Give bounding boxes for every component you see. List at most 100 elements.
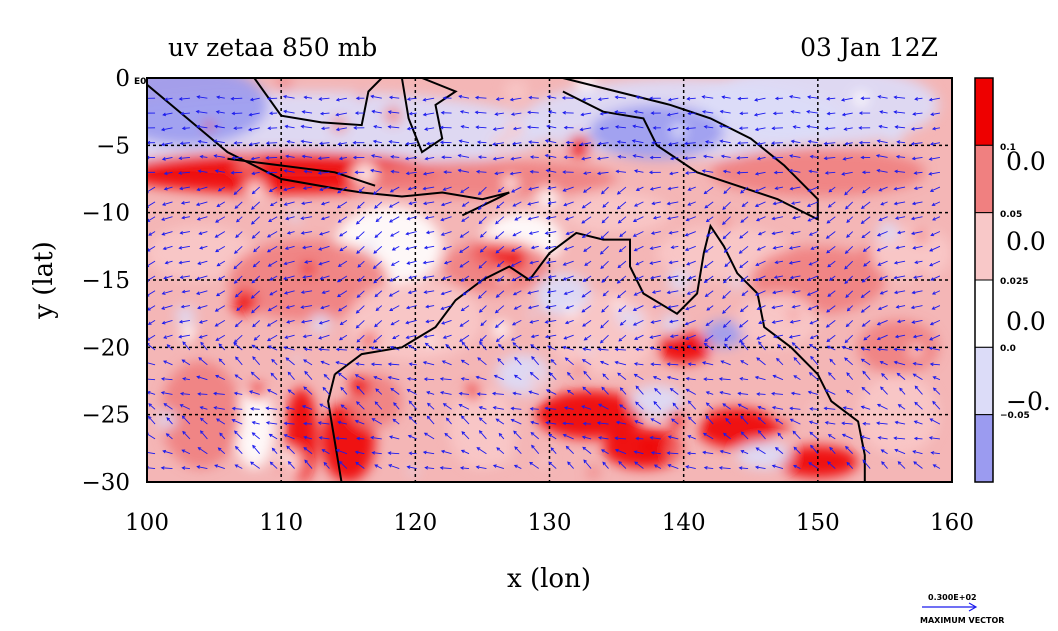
wind-vector [704, 245, 714, 253]
wind-vector-head [320, 360, 325, 365]
wind-vector-head [215, 248, 219, 253]
wind-vector-head [650, 320, 655, 324]
vorticity-speckle [529, 373, 545, 389]
wind-vector-head [581, 435, 586, 440]
wind-vector-head [773, 170, 778, 175]
wind-vector [218, 343, 226, 351]
wind-vector-head [860, 294, 865, 298]
wind-vector [218, 275, 226, 281]
wind-vector-head [320, 126, 325, 131]
wind-vector [497, 260, 505, 267]
wind-vector-head [772, 334, 777, 339]
wind-vector-head [650, 451, 655, 455]
wind-vector [861, 201, 871, 209]
wind-vector [492, 142, 504, 145]
wind-vector [285, 216, 295, 220]
wind-vector [461, 216, 470, 222]
wind-vector-head [876, 421, 880, 425]
wind-vector-head [406, 216, 411, 221]
wind-vector-head [181, 215, 186, 220]
wind-vector [651, 363, 661, 366]
wind-vector-head [912, 246, 917, 250]
wind-vector [497, 358, 505, 366]
wind-vector-head [269, 461, 274, 466]
wind-vector-head [352, 140, 357, 145]
wind-vector-head [687, 202, 692, 206]
wind-vector [496, 97, 504, 100]
wind-vector-head [389, 189, 394, 193]
vorticity-patch [703, 320, 745, 348]
wind-vector-head [474, 110, 479, 115]
wind-vector [548, 434, 557, 440]
wind-vector-head [424, 342, 429, 347]
wind-vector-head [600, 449, 605, 453]
wind-vector-head [233, 141, 238, 145]
wind-vector-head [335, 112, 340, 117]
wind-vector [772, 319, 784, 324]
wind-vector [478, 186, 487, 195]
wind-vector-head [755, 217, 760, 222]
wind-vector [161, 142, 173, 146]
wind-vector [267, 389, 278, 395]
vorticity-patch [147, 78, 268, 146]
wind-vector-head [562, 277, 567, 281]
wind-vector-head [163, 335, 168, 339]
wind-vector-head [687, 362, 692, 367]
wind-vector [283, 275, 295, 280]
wind-vector [583, 245, 592, 252]
wind-vector-head [722, 169, 727, 174]
vorticity-speckle [504, 79, 529, 104]
wind-vector-head [269, 202, 274, 207]
wind-vector [685, 319, 696, 325]
wind-vector [739, 467, 749, 469]
wind-vector-head [771, 141, 775, 145]
wind-vector-head [530, 245, 535, 250]
wind-vector [704, 186, 714, 194]
wind-vector [789, 245, 801, 249]
wind-vector-head [566, 371, 571, 376]
wind-vector-head [703, 190, 708, 195]
vector-key-value: 0.300E+02 [928, 593, 977, 602]
wind-vector-head [686, 96, 691, 101]
wind-vector [563, 201, 574, 206]
wind-vector [863, 245, 871, 252]
wind-vector [650, 347, 661, 351]
wind-vector [843, 407, 853, 410]
wind-vector-head [406, 126, 411, 131]
wind-vector-head [162, 246, 167, 251]
coastline [253, 78, 383, 127]
wind-vector [268, 260, 278, 267]
wind-vector [548, 461, 557, 469]
wind-vector [861, 290, 871, 298]
wind-vector [912, 290, 923, 294]
wind-vector-head [249, 390, 253, 394]
wind-vector [374, 320, 383, 327]
wind-vector [424, 334, 435, 338]
wind-vector-head [704, 204, 709, 209]
wind-vector [755, 466, 766, 469]
wind-vector-head [199, 246, 204, 250]
wind-vector-head [373, 279, 377, 284]
wind-vector [530, 319, 539, 323]
wind-vector-head [687, 111, 692, 116]
wind-vector [755, 275, 766, 281]
wind-vector-head [722, 432, 727, 437]
wind-vector-head [861, 323, 866, 327]
wind-vector-head [444, 432, 449, 437]
wind-vector [423, 186, 435, 190]
wind-vector [235, 374, 243, 381]
wind-vector-head [914, 97, 919, 101]
wind-vector-head [407, 290, 412, 295]
wind-vector [425, 157, 435, 160]
wind-vector-head [182, 341, 187, 346]
wind-vector [545, 140, 557, 144]
wind-vector-head [600, 324, 604, 329]
wind-vector-head [319, 141, 323, 146]
wind-vector-head [614, 448, 619, 453]
wind-vector [635, 260, 644, 266]
wind-vector-head [267, 389, 271, 393]
wind-vector [771, 393, 783, 395]
wind-vector [793, 375, 801, 381]
wind-vector [737, 171, 749, 174]
wind-vector [616, 170, 627, 173]
